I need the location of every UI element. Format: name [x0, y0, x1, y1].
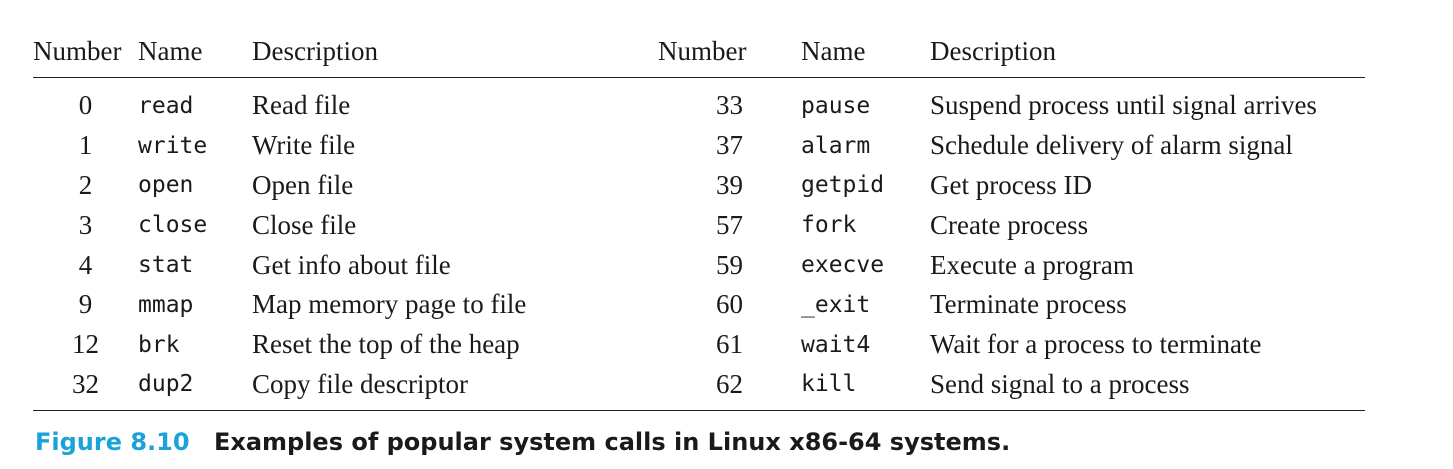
cell-number-right: 61 [716, 329, 743, 360]
syscall-table: Number Name Description Number Name Desc… [33, 25, 1365, 412]
cell-description-left: Get info about file [252, 249, 451, 280]
cell-number-left: 0 [78, 90, 93, 121]
cell-number-left: 4 [78, 249, 93, 280]
figure-caption: Figure 8.10 Examples of popular system c… [35, 428, 1010, 456]
cell-description-right: Send signal to a process [930, 368, 1190, 399]
header-name-left: Name [138, 25, 252, 78]
table-row: 4 stat Get info about file 59 execve Execute … [33, 245, 1365, 285]
cell-number-right: 59 [716, 249, 743, 280]
cell-number-left: 1 [78, 130, 93, 161]
cell-name-left: close [138, 212, 208, 239]
cell-description-left: Copy file descriptor [252, 368, 468, 399]
cell-number-right: 33 [716, 90, 743, 121]
cell-name-right: kill [801, 371, 857, 398]
cell-description-left: Map memory page to file [252, 289, 527, 320]
cell-number-left: 12 [72, 329, 99, 360]
cell-name-right: wait4 [801, 331, 871, 358]
table-row: 3 close Close file 57 fork Create process [33, 205, 1365, 245]
cell-name-left: open [138, 172, 194, 199]
cell-description-right: Terminate process [930, 289, 1127, 320]
cell-name-right: fork [801, 212, 857, 239]
cell-number-right: 37 [716, 130, 743, 161]
cell-number-right: 57 [716, 209, 743, 240]
cell-name-left: mmap [138, 291, 194, 318]
cell-description-right: Suspend process until signal arrives [930, 90, 1317, 121]
cell-name-left: read [138, 92, 194, 119]
cell-name-right: _exit [801, 291, 871, 318]
cell-description-right: Create process [930, 209, 1089, 240]
cell-number-left: 2 [78, 169, 93, 200]
table-row: 12 brk Reset the top of the heap 61 wait4 Wai… [33, 325, 1365, 365]
cell-description-left: Reset the top of the heap [252, 329, 520, 360]
cell-number-right: 62 [716, 368, 743, 399]
table-row: 2 open Open file 39 getpid Get process ID [33, 166, 1365, 206]
cell-description-left: Read file [252, 90, 351, 121]
figure-label: Figure 8.10 [35, 428, 190, 456]
cell-description-left: Write file [252, 130, 356, 161]
cell-name-left: write [138, 132, 208, 159]
cell-name-left: brk [138, 331, 180, 358]
table-header-row: Number Name Description Number Name Desc… [33, 25, 1365, 78]
syscall-table-container: Number Name Description Number Name Desc… [33, 25, 1365, 412]
header-description-right: Description [930, 25, 1365, 78]
header-number-right: Number [658, 25, 801, 78]
cell-description-left: Close file [252, 209, 357, 240]
cell-number-right: 39 [716, 169, 743, 200]
cell-number-right: 60 [716, 289, 743, 320]
cell-number-left: 32 [72, 368, 99, 399]
cell-number-left: 3 [78, 209, 93, 240]
cell-name-right: execve [801, 252, 885, 279]
table-row: 1 write Write file 37 alarm Schedule delivery… [33, 126, 1365, 166]
cell-description-right: Wait for a process to terminate [930, 329, 1262, 360]
header-name-right: Name [801, 25, 930, 78]
cell-name-right: alarm [801, 132, 871, 159]
header-description-left: Description [252, 25, 658, 78]
cell-name-right: getpid [801, 172, 885, 199]
cell-description-right: Get process ID [930, 169, 1092, 200]
table-row: 9 mmap Map memory page to file 60 _exit Termi… [33, 285, 1365, 325]
cell-description-left: Open file [252, 169, 354, 200]
table-row: 32 dup2 Copy file descriptor 62 kill Send sig… [33, 365, 1365, 411]
header-number-left: Number [33, 25, 138, 78]
cell-description-right: Schedule delivery of alarm signal [930, 130, 1293, 161]
cell-description-right: Execute a program [930, 249, 1134, 280]
figure-caption-text: Examples of popular system calls in Linu… [213, 428, 1011, 456]
cell-name-left: dup2 [138, 371, 194, 398]
cell-name-right: pause [801, 92, 871, 119]
cell-number-left: 9 [78, 289, 93, 320]
table-row: 0 read Read file 33 pause Suspend process unt… [33, 78, 1365, 126]
cell-name-left: stat [138, 252, 194, 279]
